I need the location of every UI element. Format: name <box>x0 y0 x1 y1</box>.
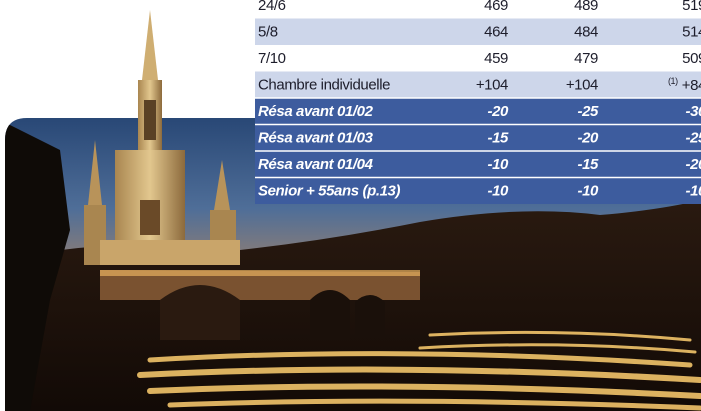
cell: -20 <box>578 130 600 147</box>
row-label: Senior + 55ans (p.13) <box>258 183 400 200</box>
row-label: Résa avant 01/04 <box>258 156 374 173</box>
row-label: 7/10 <box>258 50 286 67</box>
cell: +104 <box>566 77 598 94</box>
cell: 484 <box>574 24 598 41</box>
cell: -25 <box>686 130 701 147</box>
cell: -15 <box>488 130 510 147</box>
cell: -10 <box>686 183 701 200</box>
cell: -30 <box>686 103 701 120</box>
brochure: 24/6 469 489 519 5/8 464 484 514 7/10 459 479 509 Ch… <box>0 0 701 411</box>
cell: -10 <box>578 183 600 200</box>
row-label: Résa avant 01/02 <box>258 103 374 120</box>
row-label: 5/8 <box>258 24 278 41</box>
cell: -20 <box>488 103 510 120</box>
cell: 464 <box>484 24 508 41</box>
cell: -15 <box>578 156 600 173</box>
cell: -10 <box>488 183 510 200</box>
row-label: Résa avant 01/03 <box>258 130 374 147</box>
cell: -25 <box>578 103 600 120</box>
price-table: 24/6 469 489 519 5/8 464 484 514 7/10 459 479 509 Ch… <box>255 0 701 204</box>
cell: 489 <box>574 0 598 14</box>
cell: -10 <box>488 156 510 173</box>
table-row <box>255 45 701 72</box>
cell: 514 <box>682 24 701 41</box>
row-label: 24/6 <box>258 0 286 14</box>
cell: 459 <box>484 50 508 67</box>
cell-value: +84 <box>682 77 701 94</box>
row-label: Chambre individuelle <box>258 77 390 94</box>
table-row <box>255 19 701 46</box>
cell: 479 <box>574 50 598 67</box>
cell: -20 <box>686 156 701 173</box>
cell: 509 <box>682 50 701 67</box>
page: {"table": {"rows": [ {"label": "24/6", "… <box>0 0 701 411</box>
table-row <box>255 0 701 19</box>
footnote-mark: (1) <box>668 76 678 86</box>
cell: 469 <box>484 0 508 14</box>
cell: 519 <box>682 0 701 14</box>
cell: +104 <box>476 77 508 94</box>
